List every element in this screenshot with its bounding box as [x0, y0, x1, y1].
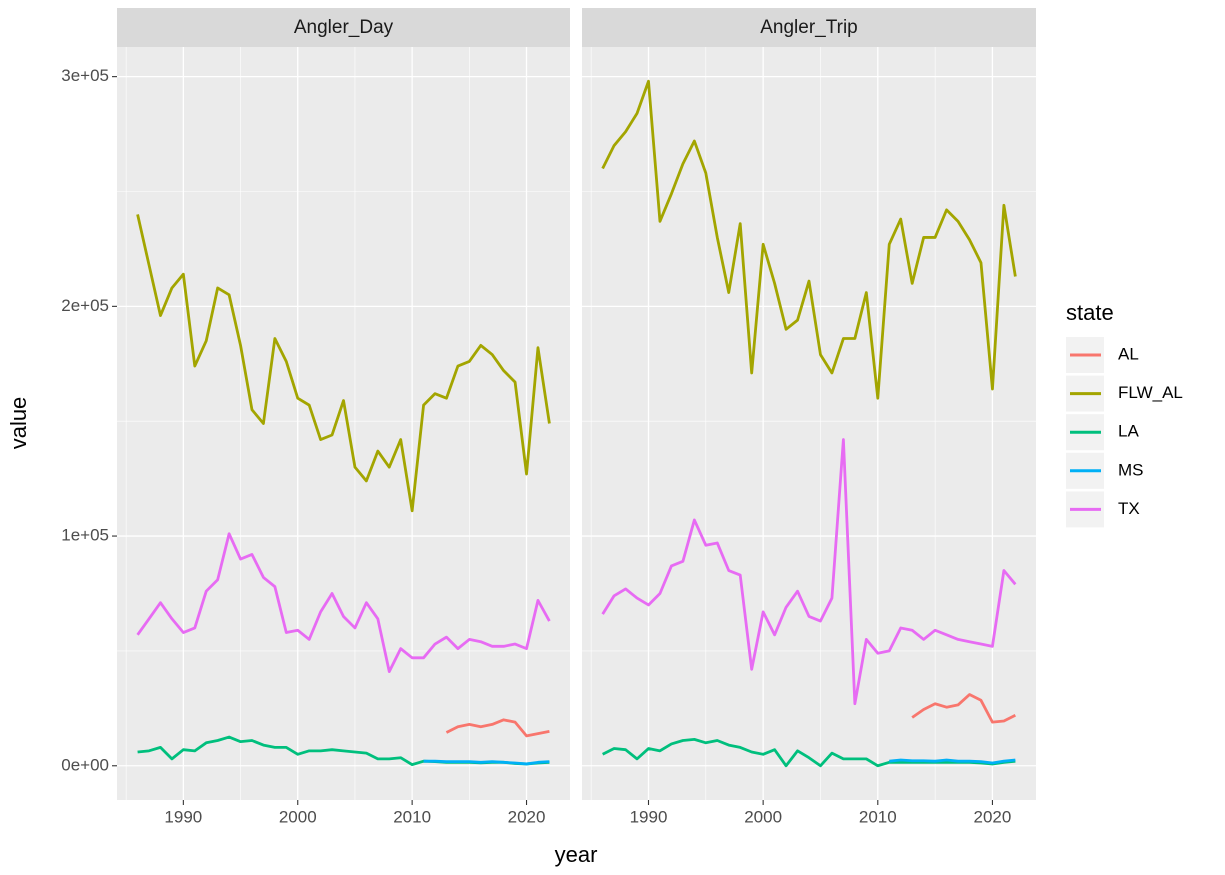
series-line [911, 693, 1016, 724]
panel-background [582, 47, 1036, 800]
x-tick-label: 2020 [508, 807, 546, 826]
x-tick-label: 2010 [859, 807, 897, 826]
y-tick-label: 1e+05 [61, 526, 109, 545]
y-tick-label: 3e+05 [61, 66, 109, 85]
strip-label: Angler_Trip [760, 17, 858, 38]
legend-label: FLW_AL [1118, 383, 1183, 402]
strip-background [117, 8, 570, 47]
series-line [889, 758, 1016, 765]
legend-label: MS [1118, 460, 1144, 479]
strip-label: Angler_Day [294, 17, 394, 38]
series-line [423, 759, 550, 766]
series-line [445, 718, 550, 738]
legend-label: TX [1118, 499, 1140, 518]
y-tick-label: 2e+05 [61, 296, 109, 315]
x-axis-label: year [555, 842, 598, 867]
series-line [601, 438, 1017, 706]
series-line [602, 737, 1016, 768]
series-line [136, 532, 551, 673]
x-tick-label: 2000 [744, 807, 782, 826]
legend-title: state [1066, 300, 1114, 325]
series-line [601, 79, 1017, 400]
x-tick-label: 2000 [279, 807, 317, 826]
legend-label: LA [1118, 422, 1139, 441]
legend-label: AL [1118, 344, 1139, 363]
x-tick-label: 2010 [393, 807, 431, 826]
y-tick-label: 0e+00 [61, 755, 109, 774]
y-axis-label: value [6, 397, 31, 450]
strip-background [582, 8, 1036, 47]
x-tick-label: 1990 [630, 807, 668, 826]
x-tick-label: 1990 [164, 807, 202, 826]
series-line [136, 214, 551, 513]
x-tick-label: 2020 [974, 807, 1012, 826]
panel-background [117, 47, 570, 800]
